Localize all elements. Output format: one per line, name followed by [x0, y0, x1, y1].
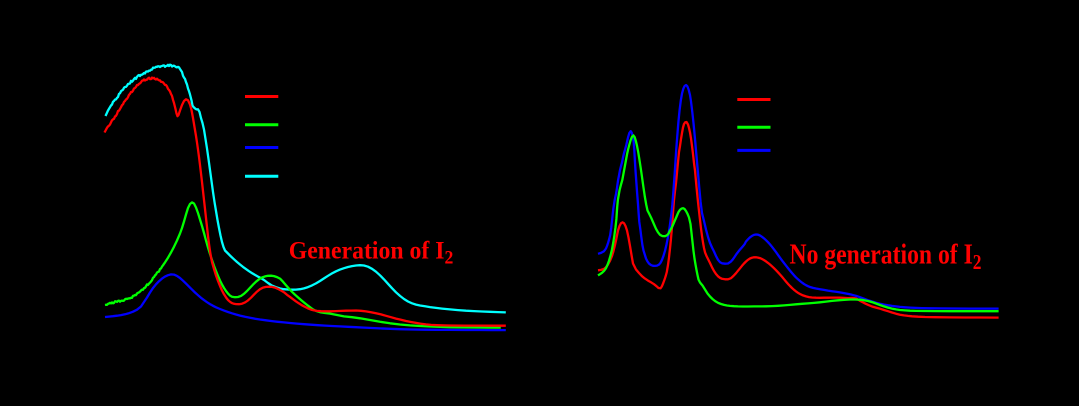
- svg-text:Generation of I2: Generation of I2: [289, 236, 454, 269]
- svg-text:No generation of I2: No generation of I2: [790, 240, 982, 275]
